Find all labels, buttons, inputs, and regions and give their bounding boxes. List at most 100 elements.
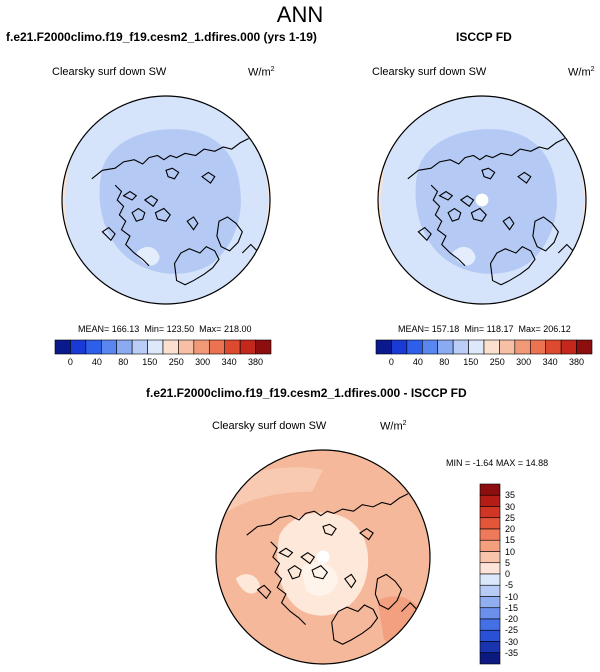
panel2-units: W/m2 <box>568 66 595 79</box>
colorbar-tick-label: 300 <box>516 357 532 367</box>
colorbar-tick-label: 340 <box>221 357 237 367</box>
coastline <box>287 565 302 580</box>
colorbar-box <box>479 607 501 620</box>
coastline <box>246 493 409 536</box>
map-field <box>216 450 430 664</box>
colorbar-box <box>479 629 501 642</box>
colorbar-box <box>70 339 87 355</box>
colorbar-box <box>479 494 501 507</box>
colorbar-box <box>193 339 210 355</box>
colorbar-tick-label: 300 <box>195 357 211 367</box>
colorbar-box <box>116 339 133 355</box>
colorbar-box <box>479 596 501 609</box>
coastline <box>322 523 337 536</box>
colorbar-tick-label: 250 <box>168 357 184 367</box>
panel2-subtitle: Clearsky surf down SW <box>372 66 487 78</box>
panel2-colorbar-labels: 0 40 80 150 250 300 340 380 <box>376 357 592 369</box>
field-contour <box>136 246 160 266</box>
colorbar-tick-label: -30 <box>505 636 519 647</box>
colorbar-box <box>131 339 148 355</box>
panel3-subtitle: Clearsky surf down SW <box>212 420 327 432</box>
colorbar-box <box>479 618 501 631</box>
panel3-polar-map <box>215 449 431 665</box>
field-contour <box>99 129 241 274</box>
coastline <box>374 573 403 610</box>
coastline <box>122 190 138 201</box>
colorbar-tick-label: 10 <box>505 546 516 557</box>
panel3-units: W/m2 <box>380 420 407 433</box>
colorbar-box <box>255 339 272 355</box>
coastline <box>101 226 116 242</box>
colorbar-box <box>452 339 469 355</box>
panel1-stats: MEAN= 166.13 Min= 123.50 Max= 218.00 <box>78 324 252 334</box>
coastline <box>430 184 466 267</box>
colorbar-tick-label: 150 <box>142 357 158 367</box>
colorbar-tick-label: -10 <box>505 591 519 602</box>
colorbar-tick-label: 25 <box>505 512 516 523</box>
coastline <box>489 245 536 286</box>
map-border <box>61 95 271 305</box>
pole-missing-data <box>316 550 330 564</box>
colorbar-tick-label: -5 <box>505 580 514 591</box>
colorbar-tick-label: 80 <box>118 357 129 367</box>
colorbar-tick-label: 15 <box>505 535 516 546</box>
coastline <box>331 604 379 645</box>
coastline <box>359 527 374 541</box>
panel1-title: f.e21.F2000climo.f19_f19.cesm2_1.dfires.… <box>6 30 317 44</box>
colorbar-box <box>479 573 501 586</box>
colorbar-box <box>479 517 501 530</box>
colorbar-tick-label: 40 <box>91 357 102 367</box>
colorbar-tick-label: 80 <box>439 357 450 367</box>
panel3-colorbar-labels: 35 30 25 20 15 10 5 0 -5 -10 -15 -20 -25 -30 -35 <box>505 484 525 664</box>
colorbar-box <box>162 339 179 355</box>
coastline <box>143 195 159 208</box>
colorbar-box <box>499 339 516 355</box>
colorbar-tick-label: -15 <box>505 602 519 613</box>
pole-missing-data <box>475 193 489 207</box>
colorbar-tick-label: -35 <box>505 647 519 658</box>
colorbar-box <box>208 339 226 355</box>
coastline <box>114 184 150 267</box>
colorbar-tick-label: 380 <box>569 357 585 367</box>
colorbar-tick-label: 150 <box>463 357 479 367</box>
panel1-polar-map <box>61 95 271 305</box>
field-contour <box>452 246 476 266</box>
colorbar-tick-label: 250 <box>489 357 505 367</box>
colorbar-box <box>483 339 500 355</box>
colorbar-tick-label: 20 <box>505 524 516 534</box>
panel3-colorbar <box>479 483 501 665</box>
coastline <box>438 190 454 201</box>
colorbar-box <box>437 339 454 355</box>
colorbar-tick-label: 30 <box>505 501 516 512</box>
coastline <box>91 138 249 180</box>
coastline <box>256 584 272 600</box>
colorbar-box <box>479 551 501 564</box>
page-title: ANN <box>276 2 324 27</box>
colorbar-box <box>479 483 501 496</box>
field-contour <box>301 561 339 596</box>
colorbar-box <box>576 339 593 355</box>
colorbar-box <box>239 339 256 355</box>
map-field <box>378 96 586 304</box>
map-field <box>62 96 270 304</box>
colorbar-box <box>514 339 531 355</box>
colorbar-box <box>479 528 501 541</box>
coastline <box>278 547 294 558</box>
coastline <box>311 565 329 580</box>
colorbar-box <box>479 652 501 665</box>
panel1-colorbar-labels: 0 40 80 150 250 300 340 380 <box>55 357 271 369</box>
colorbar-tick-label: -20 <box>505 614 519 624</box>
colorbar-box <box>479 539 501 552</box>
coastline <box>517 171 532 184</box>
colorbar-tick-label: 35 <box>505 490 516 501</box>
coastline <box>300 551 316 565</box>
coastline <box>502 216 515 231</box>
colorbar-box <box>545 339 562 355</box>
panel3-title: f.e21.F2000climo.f19_f19.cesm2_1.dfires.… <box>146 386 467 400</box>
panel2-polar-map <box>377 95 587 305</box>
colorbar-tick-label: 380 <box>248 357 264 367</box>
colorbar-box <box>479 641 501 654</box>
coastline <box>270 541 306 625</box>
colorbar-box <box>178 339 195 355</box>
panel1-units: W/m2 <box>248 66 275 79</box>
